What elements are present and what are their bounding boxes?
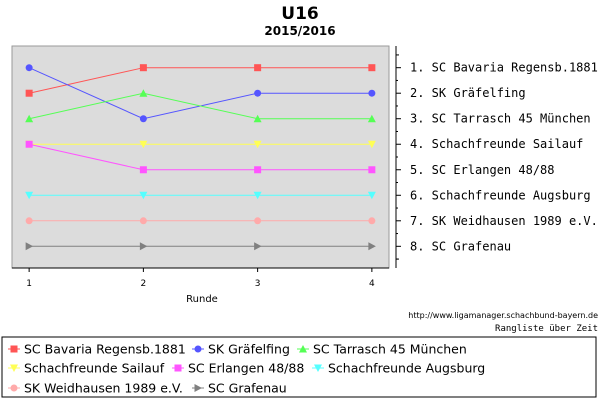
data-point	[25, 64, 33, 72]
series-line	[29, 92, 372, 120]
data-point	[25, 242, 34, 251]
legend-marker	[174, 364, 182, 372]
data-point	[368, 64, 376, 72]
chart-caption: Rangliste über Zeit	[495, 324, 598, 334]
plot-area	[11, 45, 390, 269]
data-point	[25, 140, 33, 148]
legend-marker	[10, 384, 18, 392]
legend-label: Schachfreunde Sailauf	[24, 361, 165, 376]
rank-axis: 1. SC Bavaria Regensb.1881 2. SK Gräfelfi…	[395, 46, 598, 268]
data-point	[254, 217, 262, 225]
data-point	[367, 140, 376, 149]
legend-entry: SC Tarrasch 45 München	[297, 342, 467, 357]
legend-label: SC Bavaria Regensb.1881	[24, 342, 186, 357]
series-group	[25, 64, 376, 251]
data-point	[367, 114, 376, 123]
x-tick-label: 4	[369, 279, 375, 289]
series-line	[29, 67, 372, 94]
data-point	[368, 89, 376, 97]
x-axis-label: Runde	[186, 294, 218, 305]
data-point	[253, 140, 262, 149]
chart-title: U16	[281, 4, 318, 24]
data-point	[139, 242, 148, 251]
legend-label: SC Erlangen 48/88	[188, 361, 304, 376]
legend-marker	[10, 345, 18, 353]
x-tick-label: 2	[141, 279, 147, 289]
data-point	[25, 114, 34, 123]
chart-subtitle: 2015/2016	[264, 24, 335, 38]
data-point	[139, 115, 147, 123]
data-point	[368, 242, 376, 251]
data-point	[253, 114, 262, 123]
data-point	[254, 166, 262, 174]
legend-entry: SC Grafenau	[192, 381, 287, 396]
source-url: http://www.ligamanager.schachbund-bayern…	[408, 311, 598, 320]
data-point	[25, 217, 33, 225]
rank-label: 1. SC Bavaria Regensb.1881	[410, 61, 598, 75]
series	[25, 217, 376, 225]
data-point	[254, 242, 262, 251]
legend-entry: SK Weidhausen 1989 e.V.	[8, 381, 183, 396]
series	[25, 140, 376, 174]
series	[25, 242, 376, 251]
legend-marker	[194, 345, 202, 353]
data-point	[368, 217, 376, 225]
rank-label: 5. SC Erlangen 48/88	[410, 163, 555, 177]
legend-label: SK Gräfelfing	[208, 342, 290, 357]
x-tick-label: 1	[26, 279, 32, 289]
series	[25, 191, 376, 200]
x-axis: 1 2 3 4	[12, 267, 389, 289]
rank-label: 3. SC Tarrasch 45 München	[410, 112, 591, 126]
legend-marker	[314, 364, 322, 372]
rank-label: 7. SK Weidhausen 1989 e.V.	[410, 214, 598, 228]
series	[25, 89, 376, 123]
data-point	[253, 191, 262, 200]
legend-entry: SC Bavaria Regensb.1881	[8, 342, 186, 357]
series-line	[29, 143, 372, 171]
legend-entry: SK Gräfelfing	[192, 342, 290, 357]
legend-entry: Schachfreunde Augsburg	[312, 361, 485, 376]
data-point	[25, 89, 33, 97]
data-point	[25, 191, 34, 200]
legend-marker	[299, 345, 307, 353]
legend-label: SC Grafenau	[208, 381, 287, 396]
series	[25, 64, 376, 97]
data-point	[139, 89, 148, 97]
legend-entry: SC Erlangen 48/88	[172, 361, 304, 376]
legend-label: SC Tarrasch 45 München	[313, 342, 467, 357]
data-point	[254, 64, 262, 72]
data-point	[139, 64, 147, 72]
legend-label: Schachfreunde Augsburg	[328, 361, 485, 376]
data-point	[139, 191, 148, 200]
legend: SC Bavaria Regensb.1881 SK Gräfelfing SC T…	[8, 342, 485, 396]
rank-label: 4. Schachfreunde Sailauf	[410, 137, 583, 151]
legend-entry: Schachfreunde Sailauf	[8, 361, 165, 376]
data-point	[139, 140, 148, 149]
data-point	[139, 217, 147, 225]
rank-label: 2. SK Gräfelfing	[410, 86, 526, 100]
rank-label: 6. Schachfreunde Augsburg	[410, 188, 591, 202]
data-point	[254, 89, 262, 97]
data-point	[368, 166, 376, 174]
legend-marker	[194, 384, 202, 392]
data-point	[367, 191, 376, 200]
legend-label: SK Weidhausen 1989 e.V.	[24, 381, 183, 396]
legend-box	[1, 336, 597, 398]
x-tick-label: 3	[255, 279, 261, 289]
data-point	[139, 166, 147, 174]
legend-marker	[10, 364, 18, 372]
rank-label: 8. SC Grafenau	[410, 239, 511, 253]
